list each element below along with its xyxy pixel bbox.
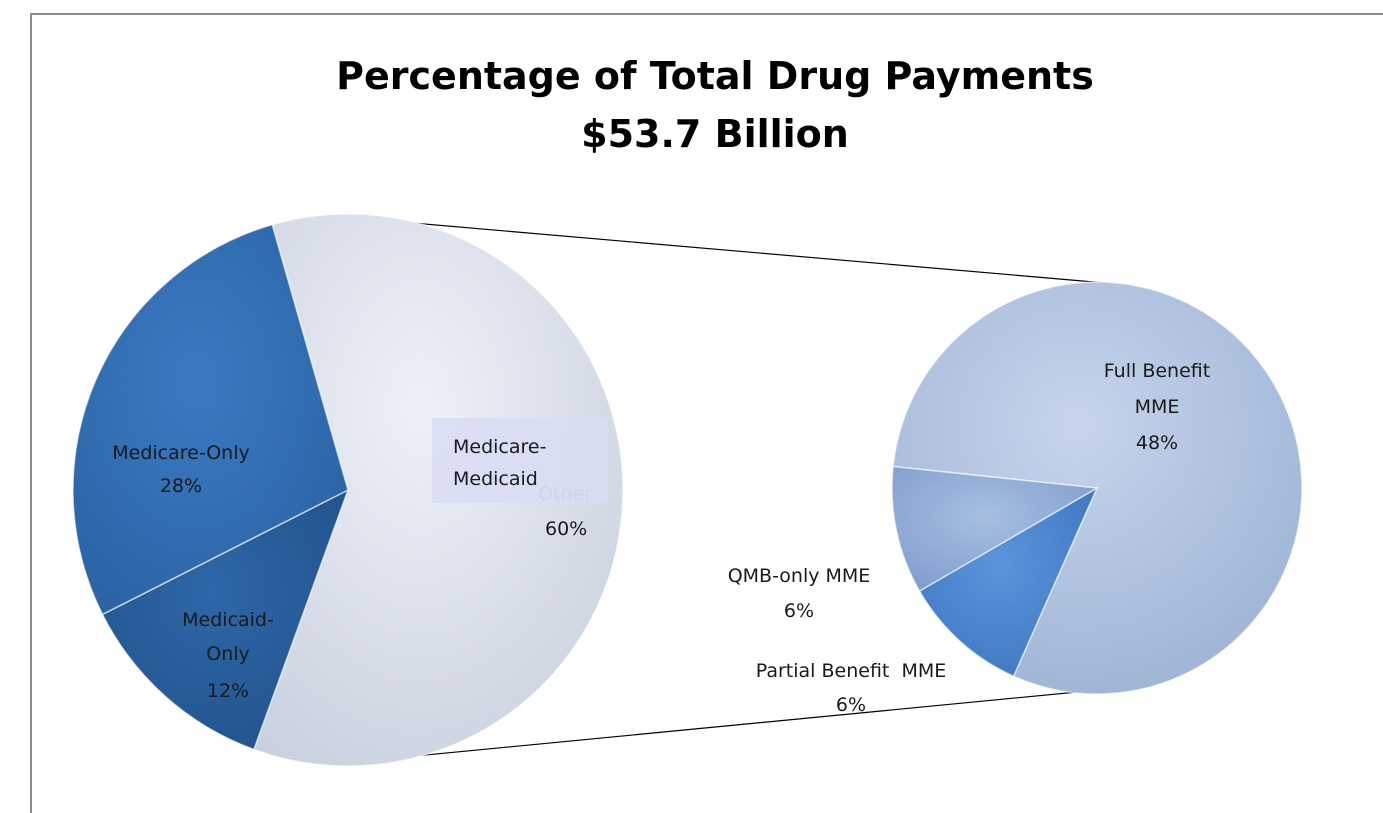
- slice-pct-medicaid-only: 12%: [207, 680, 249, 702]
- slice-label-medicaid-only-2: Only: [206, 643, 250, 665]
- slice-label-partial-benefit: Partial Benefit MME: [756, 660, 947, 682]
- slice-label-medicare-medicaid-2: Medicaid: [453, 468, 538, 490]
- slice-pct-partial-benefit: 6%: [836, 694, 866, 716]
- chart-title: Percentage of Total Drug Payments: [336, 54, 1094, 98]
- slice-pct-medicare-only: 28%: [160, 475, 202, 497]
- connector-line-bottom: [342, 689, 1099, 764]
- slice-label-medicaid-only-1: Medicaid-: [182, 609, 274, 631]
- chart-subtitle: $53.7 Billion: [581, 112, 849, 156]
- slice-pct-qmb-only: 6%: [784, 600, 814, 622]
- slice-label-medicare-medicaid-1: Medicare-: [453, 436, 546, 458]
- medicare-medicaid-label-box: [432, 418, 608, 503]
- slice-pct-full-benefit: 48%: [1136, 432, 1178, 454]
- connector-line-top: [366, 218, 1118, 285]
- slice-label-medicare-only: Medicare-Only: [112, 442, 250, 464]
- slice-label-full-benefit-2: MME: [1135, 396, 1180, 418]
- slice-medicaid-only: [101, 488, 350, 751]
- slice-pct-medicare-medicaid: 60%: [545, 518, 587, 540]
- slice-label-qmb-only: QMB-only MME: [728, 565, 871, 587]
- breakout-pie: [891, 281, 1303, 695]
- chart-frame: [30, 13, 1383, 813]
- slice-partial-benefit-mme: [918, 486, 1099, 678]
- slice-qmb-only-mme: [891, 465, 1100, 593]
- other-faint-label: Other: [538, 483, 592, 505]
- slice-label-full-benefit-1: Full Benefit: [1104, 360, 1210, 382]
- slice-medicare-only: [72, 223, 349, 616]
